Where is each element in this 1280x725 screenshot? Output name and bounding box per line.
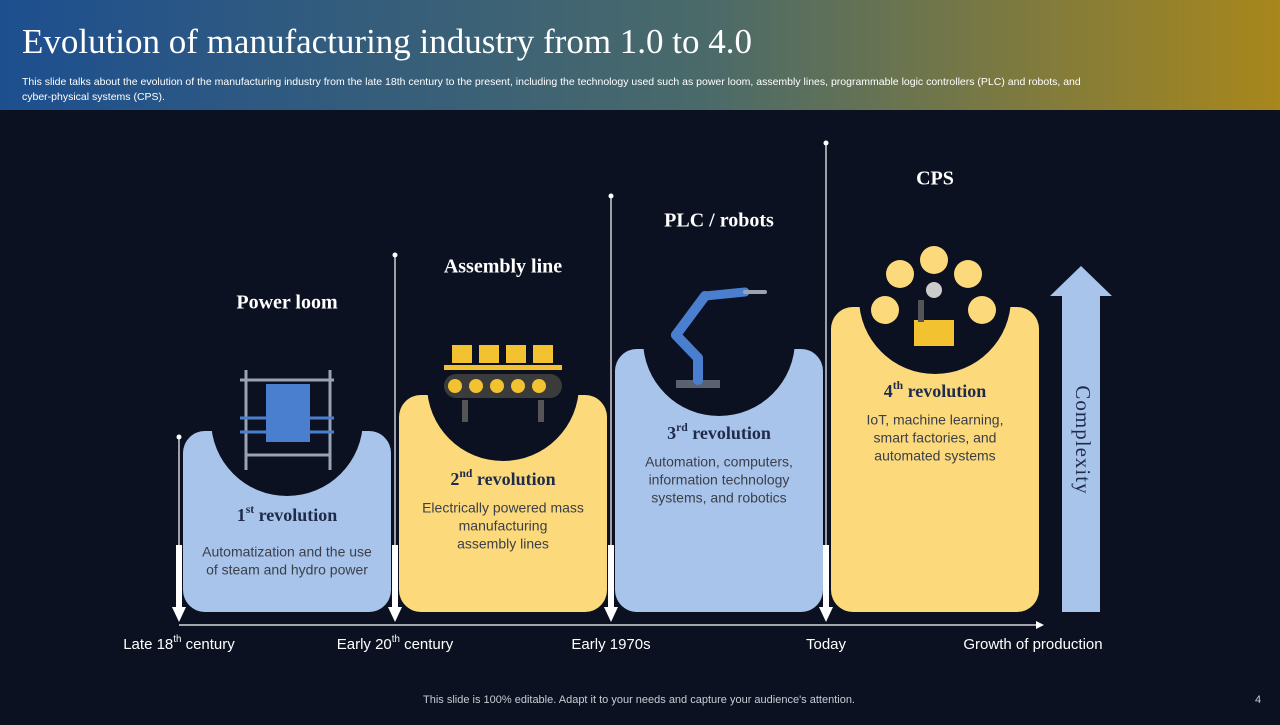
marker-arrowhead	[388, 607, 402, 622]
stage-heading: Power loom	[236, 292, 338, 314]
text-part: 3	[667, 423, 676, 443]
text-part: revolution	[688, 423, 771, 443]
marker-bar	[392, 545, 398, 608]
marker-bar	[823, 545, 829, 608]
complexity-arrow	[1062, 294, 1100, 612]
stage-description: manufacturing	[459, 518, 548, 534]
text-part: revolution	[254, 505, 337, 525]
stage-description: Electrically powered mass	[422, 500, 584, 516]
stage-card	[399, 395, 607, 612]
text-part: Late 18	[123, 636, 173, 653]
cps-icon	[871, 246, 996, 346]
stage-heading: PLC / robots	[664, 210, 774, 232]
stage-heading: Assembly line	[444, 256, 562, 278]
text-part: 4	[884, 381, 893, 401]
complexity-arrowhead	[1050, 266, 1112, 296]
stage-description: information technology	[649, 472, 790, 488]
stage-heading: CPS	[916, 168, 954, 190]
footer-note: This slide is 100% editable. Adapt it to…	[423, 694, 855, 706]
stage-card	[183, 431, 391, 612]
card-cutout	[643, 264, 795, 416]
robot-icon	[671, 287, 767, 388]
assembly-icon	[444, 345, 562, 422]
timeline-label: Today	[806, 636, 847, 653]
stage-card	[831, 307, 1039, 612]
stage-card	[615, 349, 823, 612]
text-part: 2	[450, 469, 459, 489]
stage-description: smart factories, and	[874, 430, 997, 446]
superscript: rd	[676, 421, 688, 434]
superscript: th	[173, 634, 181, 645]
loom-icon	[240, 370, 334, 470]
axis-end-label: Growth of production	[963, 636, 1102, 653]
stage-description: systems, and robotics	[651, 490, 786, 506]
subtitle: This slide talks about the evolution of …	[22, 76, 1081, 88]
timeline-label: Late 18th century	[123, 634, 235, 653]
stage-description: Automation, computers,	[645, 454, 793, 470]
stage-description: assembly lines	[457, 536, 549, 552]
timeline-label: Early 1970s	[571, 636, 650, 653]
stage-description: Automatization and the use	[202, 544, 372, 560]
card-cutout	[859, 222, 1011, 374]
text-part: revolution	[903, 381, 986, 401]
timeline-arrowhead	[1036, 621, 1044, 629]
marker-bar	[608, 545, 614, 608]
text-part: Today	[806, 636, 847, 653]
superscript: nd	[459, 467, 473, 480]
stage-description: of steam and hydro power	[206, 562, 368, 578]
subtitle: cyber-physical systems (CPS).	[22, 91, 165, 103]
text-part: Early 1970s	[571, 636, 650, 653]
text-part: century	[181, 636, 235, 653]
superscript: th	[392, 634, 400, 645]
text-part: century	[400, 636, 454, 653]
superscript: st	[246, 503, 255, 516]
revolution-title: 4th revolution	[884, 379, 987, 401]
marker-arrowhead	[819, 607, 833, 622]
marker-arrowhead	[604, 607, 618, 622]
text-part: Early 20	[337, 636, 392, 653]
title: Evolution of manufacturing industry from…	[22, 22, 752, 61]
text-part: 1	[237, 505, 246, 525]
page-number: 4	[1255, 694, 1261, 706]
marker-arrowhead	[172, 607, 186, 622]
complexity-label: Complexity	[1071, 385, 1095, 494]
superscript: th	[893, 379, 904, 392]
marker-bar	[176, 545, 182, 608]
header-band	[0, 0, 1280, 110]
revolution-title: 2nd revolution	[450, 467, 555, 489]
timeline-label: Early 20th century	[337, 634, 454, 653]
stage-description: automated systems	[874, 448, 995, 464]
revolution-title: 3rd revolution	[667, 421, 771, 443]
text-part: revolution	[472, 469, 555, 489]
revolution-title: 1st revolution	[237, 503, 338, 525]
stage-description: IoT, machine learning,	[867, 412, 1004, 428]
